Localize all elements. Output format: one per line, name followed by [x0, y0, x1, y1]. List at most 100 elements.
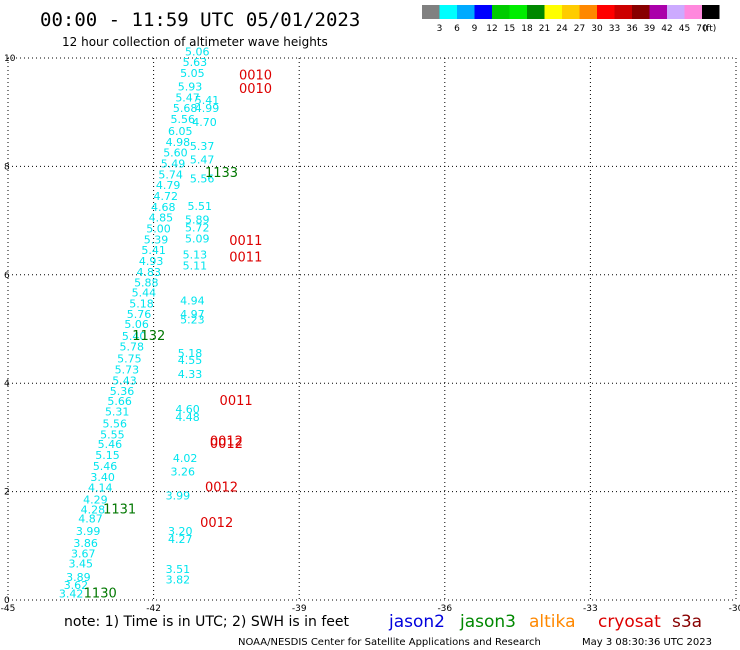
data-point-label: 4.55: [178, 354, 203, 367]
colorbar-swatch: [527, 5, 545, 19]
data-point-label: 4.85: [149, 212, 174, 225]
data-point-label: 5.18: [178, 347, 203, 360]
data-point-label: 5.93: [178, 81, 203, 94]
time-label: 0011: [229, 250, 262, 265]
colorbar-swatch: [649, 5, 667, 19]
time-labels: 1130113111321133001000100011001100110012…: [84, 69, 272, 602]
data-point-label: 5.31: [105, 406, 130, 419]
legend-cryosat: cryosat: [598, 612, 661, 632]
x-tick-label: -39: [292, 604, 307, 614]
data-point-label: 5.13: [183, 249, 208, 262]
chart-subtitle: 12 hour collection of altimeter wave hei…: [62, 35, 328, 49]
y-tick-label: 2: [4, 488, 10, 498]
y-tick-label: 0: [4, 596, 10, 606]
colorbar-swatch: [684, 5, 702, 19]
data-point-label: 4.72: [153, 190, 178, 203]
data-point-label: 5.43: [112, 374, 137, 387]
data-point-label: 5.56: [103, 418, 128, 431]
x-tick-label: -42: [146, 604, 161, 614]
footer-timestamp: May 3 08:30:36 UTC 2023: [582, 637, 712, 648]
y-tick-label: 4: [4, 379, 10, 389]
data-point-label: 5.60: [163, 147, 188, 160]
colorbar-swatch: [597, 5, 615, 19]
data-point-label: 5.39: [144, 233, 169, 246]
data-point-label: 4.94: [180, 295, 205, 308]
data-point-label: 4.29: [83, 494, 108, 507]
chart-header: 00:00 - 11:59 UTC 05/01/2023 12 hour col…: [40, 9, 360, 49]
legend-jason3: jason3: [459, 612, 516, 632]
colorbar-swatch: [492, 5, 510, 19]
data-point-label: 5.00: [146, 223, 171, 236]
data-point-label: 5.74: [158, 168, 183, 181]
data-points: 3.423.623.893.453.673.863.994.874.284.29…: [59, 45, 219, 600]
colorbar-label: 9: [472, 24, 478, 34]
colorbar-label: 30: [591, 24, 603, 34]
x-tick-label: -45: [1, 604, 16, 614]
colorbar-swatch: [422, 5, 440, 19]
colorbar-label: 6: [454, 24, 460, 34]
data-point-label: 5.75: [117, 353, 142, 366]
data-point-label: 3.26: [170, 465, 195, 478]
time-label: 0012: [205, 481, 238, 496]
data-point-label: 5.44: [132, 286, 157, 299]
data-point-label: 5.36: [110, 385, 135, 398]
colorbar-swatch: [562, 5, 580, 19]
satellite-legend: jason2 jason3 altika cryosat s3a: [388, 612, 702, 632]
colorbar-label: 21: [539, 24, 550, 34]
x-tick-label: -33: [583, 604, 598, 614]
colorbar-label: 39: [644, 24, 656, 34]
data-point-label: 5.06: [124, 318, 149, 331]
data-point-label: 5.46: [93, 460, 118, 473]
data-point-label: 4.98: [166, 136, 191, 149]
data-point-label: 3.82: [166, 574, 191, 587]
data-point-label: 5.66: [107, 395, 132, 408]
colorbar-label: 15: [504, 24, 515, 34]
data-point-label: 4.83: [136, 266, 161, 279]
colorbar-swatch: [544, 5, 562, 19]
colorbar-label: 70: [696, 24, 708, 34]
colorbar-swatch: [614, 5, 632, 19]
footer-note: note: 1) Time is in UTC; 2) SWH is in fe…: [64, 614, 350, 630]
data-point-label: 5.11: [183, 259, 208, 272]
data-point-label: 3.62: [64, 579, 89, 592]
data-point-label: 5.47: [190, 154, 215, 167]
grid-lines: [7, 57, 737, 601]
data-point-label: 5.23: [180, 314, 205, 327]
data-point-label: 5.18: [129, 297, 154, 310]
data-point-label: 4.70: [192, 116, 217, 129]
colorbar-unit: (ft): [703, 24, 717, 34]
data-point-label: 5.37: [190, 140, 215, 153]
colorbar-label: 18: [521, 24, 533, 34]
color-scale-bar: 3 6 9 12 15 18 21 24 27 30 33 36 39 42 45 70(ft): [422, 5, 720, 34]
data-point-label: 4.27: [168, 533, 193, 546]
data-point-label: 5.46: [98, 438, 123, 451]
x-tick-label: -30: [729, 604, 740, 614]
colorbar-label: 24: [556, 24, 568, 34]
data-point-label: 5.73: [115, 363, 140, 376]
data-point-label: 6.05: [168, 125, 193, 138]
data-point-label: 5.06: [185, 45, 210, 58]
data-point-label: 4.93: [139, 255, 164, 268]
data-point-label: 5.63: [183, 56, 208, 69]
data-point-label: 5.56: [190, 173, 215, 186]
time-label: 0012: [210, 435, 243, 450]
data-point-label: 3.51: [166, 563, 191, 576]
colorbar-swatch: [667, 5, 685, 19]
data-point-label: 5.49: [161, 157, 186, 170]
data-point-label: 3.99: [76, 525, 101, 538]
data-point-label: 4.99: [195, 102, 220, 115]
data-point-label: 5.72: [185, 221, 210, 234]
data-point-label: 4.87: [78, 512, 103, 525]
data-point-label: 5.51: [187, 200, 212, 213]
data-point-label: 4.02: [173, 452, 198, 465]
y-tick-label: 8: [4, 162, 10, 172]
data-point-label: 5.40: [122, 330, 147, 343]
data-point-label: 5.68: [173, 102, 198, 115]
colorbar-label: 3: [437, 24, 443, 34]
time-label: 0011: [220, 394, 253, 409]
colorbar-label: 33: [609, 24, 620, 34]
legend-jason2: jason2: [388, 612, 445, 632]
data-point-label: 3.42: [59, 587, 84, 600]
data-point-label: 4.97: [180, 308, 205, 321]
